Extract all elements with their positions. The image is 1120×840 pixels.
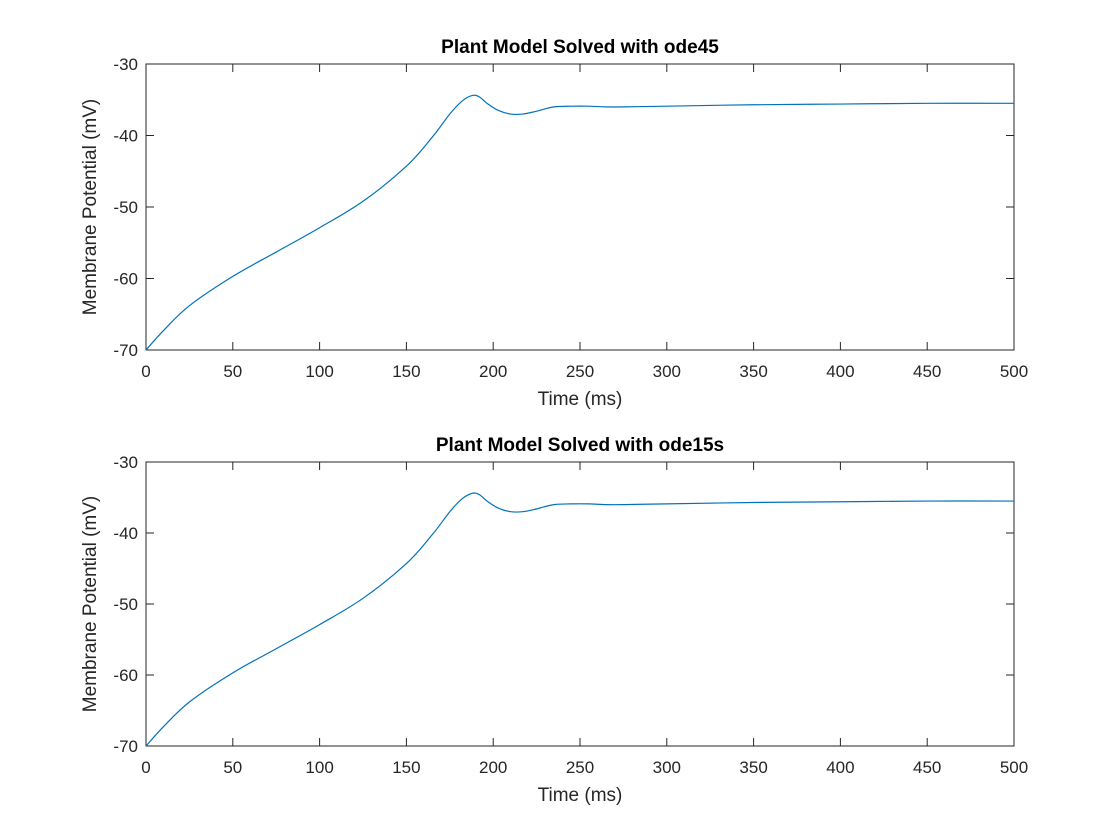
axes-box <box>145 461 1015 747</box>
chart-title: Plant Model Solved with ode15s <box>436 435 724 456</box>
x-tick-label: 300 <box>653 758 681 777</box>
subplot-ode15s: 0 50 100 150 200 250 300 350 400 450 500 -70 -60 -50 -… <box>80 435 1028 806</box>
x-tick-label: 150 <box>392 362 420 381</box>
series-line <box>145 492 1015 747</box>
y-tick-label: -60 <box>113 666 138 685</box>
x-tick-label: 100 <box>305 758 333 777</box>
y-tick-label: -40 <box>113 524 138 543</box>
x-tick-label: 0 <box>141 362 150 381</box>
x-tick-label: 450 <box>913 362 941 381</box>
x-tick-label: 400 <box>826 758 854 777</box>
x-tick-label: 350 <box>739 758 767 777</box>
x-tick-label: 200 <box>479 362 507 381</box>
chart-title: Plant Model Solved with ode45 <box>441 37 719 58</box>
y-tick-label: -60 <box>113 270 138 289</box>
x-tick-label: 250 <box>566 362 594 381</box>
x-axis-label: Time (ms) <box>538 785 623 806</box>
x-tick-label: 500 <box>1000 758 1028 777</box>
subplot-ode45: 0 50 100 150 200 250 300 350 400 450 500 -70 -60 -50 -… <box>80 37 1028 410</box>
y-axis-label: Membrane Potential (mV) <box>80 496 101 712</box>
y-tick-label: -40 <box>113 127 138 146</box>
x-tick-label: 150 <box>392 758 420 777</box>
x-tick-label: 400 <box>826 362 854 381</box>
y-tick-label: -30 <box>113 453 138 472</box>
x-tick-label: 250 <box>566 758 594 777</box>
series-line <box>145 94 1015 351</box>
x-tick-label: 500 <box>1000 362 1028 381</box>
x-tick-label: 200 <box>479 758 507 777</box>
y-tick-label: -50 <box>113 198 138 217</box>
x-tick-label: 350 <box>739 362 767 381</box>
x-tick-label: 300 <box>653 362 681 381</box>
x-tick-label: 0 <box>141 758 150 777</box>
axes-box <box>145 63 1015 351</box>
x-axis-label: Time (ms) <box>538 389 623 410</box>
y-tick-label: -70 <box>113 737 138 756</box>
y-tick-label: -50 <box>113 595 138 614</box>
y-tick-label: -30 <box>113 55 138 74</box>
x-tick-label: 100 <box>305 362 333 381</box>
x-tick-label: 50 <box>223 758 242 777</box>
x-tick-label: 450 <box>913 758 941 777</box>
y-tick-label: -70 <box>113 341 138 360</box>
y-axis-label: Membrane Potential (mV) <box>80 99 101 315</box>
x-tick-label: 50 <box>223 362 242 381</box>
